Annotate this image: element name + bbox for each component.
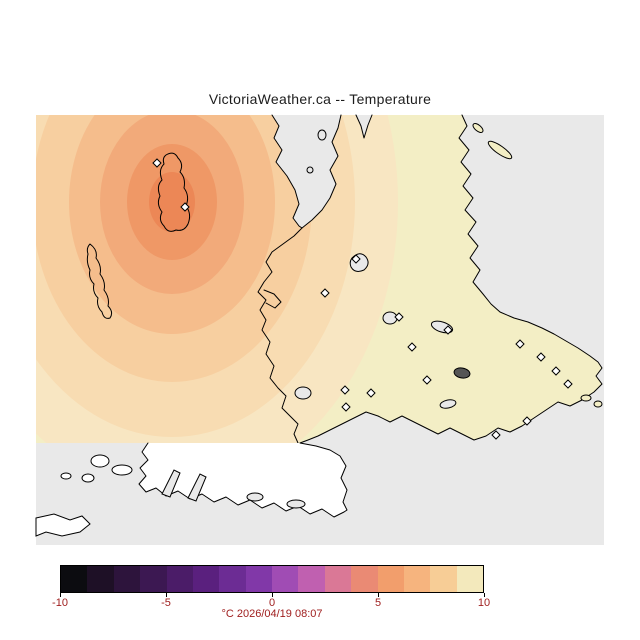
colorbar-segment — [272, 566, 299, 592]
station-marker[interactable] — [563, 379, 573, 389]
strait-island — [81, 473, 95, 483]
corner-land — [35, 513, 91, 537]
main-coastline — [299, 114, 603, 444]
colorbar-segment — [113, 566, 141, 592]
colorbar-segment — [219, 566, 246, 592]
tick-label: 10 — [477, 597, 491, 609]
island-coastline — [157, 152, 191, 232]
tick-label: -10 — [52, 597, 68, 609]
colorbar-segment — [61, 566, 88, 592]
tick-label: 0 — [268, 597, 276, 609]
island-coastline — [86, 243, 113, 319]
strait-island — [111, 464, 133, 476]
chart-title: VictoriaWeather.ca -- Temperature — [208, 91, 432, 107]
colorbar-segment — [192, 566, 220, 592]
tick-label: -5 — [161, 597, 171, 609]
offshore-islet — [593, 400, 603, 408]
station-marker[interactable] — [536, 352, 546, 362]
station-marker[interactable] — [522, 416, 532, 426]
tick-mark — [166, 593, 167, 597]
station-markers — [152, 158, 573, 440]
colorbar-ticks: -10 -5 0 5 10 — [52, 593, 490, 611]
lagoon — [286, 499, 306, 509]
colorbar-segment — [351, 566, 378, 592]
warm-anomaly-rings — [36, 115, 398, 443]
colorbar-segment — [456, 566, 483, 592]
lake — [382, 311, 398, 325]
station-marker[interactable] — [366, 388, 376, 398]
islet — [306, 166, 314, 174]
colorbar-segment — [140, 566, 167, 592]
tick-mark — [378, 593, 379, 597]
harbour-bay — [294, 386, 312, 400]
station-marker[interactable] — [340, 385, 350, 395]
station-marker[interactable] — [491, 430, 501, 440]
inlet-notch — [356, 115, 372, 138]
station-marker[interactable] — [422, 375, 432, 385]
station-marker[interactable] — [341, 402, 351, 412]
colorbar-segment — [324, 566, 352, 592]
tick-mark — [272, 593, 273, 597]
tick-mark — [484, 593, 485, 597]
station-marker[interactable] — [407, 342, 417, 352]
colorbar-segment — [87, 566, 114, 592]
inlet-notch-coastline — [355, 114, 373, 139]
station-marker[interactable] — [152, 158, 162, 168]
colorbar-segment — [245, 566, 272, 592]
colorbar-segment — [377, 566, 404, 592]
colorbar-timestamp: °C 2026/04/19 08:07 — [221, 608, 323, 620]
narrow-inlet — [187, 473, 207, 502]
station-marker[interactable] — [551, 366, 561, 376]
station-marker[interactable] — [394, 312, 404, 322]
station-marker[interactable] — [180, 202, 190, 212]
lake — [439, 399, 457, 409]
islet — [317, 129, 327, 141]
strait-island — [90, 454, 110, 468]
colorbar-segment — [166, 566, 193, 592]
station-marker[interactable] — [320, 288, 330, 298]
station-marker[interactable] — [515, 339, 525, 349]
south-coastline — [138, 442, 348, 518]
narrow-arm-shoreline — [263, 289, 282, 309]
offshore-islet — [580, 394, 592, 402]
spit-island — [487, 140, 513, 160]
station-marker[interactable] — [443, 325, 453, 335]
dark-lake — [453, 367, 471, 379]
strait-island — [60, 472, 72, 480]
temperature-colorbar — [60, 565, 484, 593]
colorbar-segment — [403, 566, 431, 592]
spit-island — [472, 123, 484, 133]
inlet-west-shoreline — [257, 227, 303, 444]
colorbar-segment — [430, 566, 457, 592]
lagoon — [246, 492, 264, 502]
narrow-inlet — [161, 469, 181, 498]
tick-label: 5 — [374, 597, 382, 609]
channel-coastline — [271, 114, 342, 229]
tick-mark — [60, 593, 61, 597]
colorbar-segment — [298, 566, 325, 592]
station-marker[interactable] — [351, 254, 361, 264]
